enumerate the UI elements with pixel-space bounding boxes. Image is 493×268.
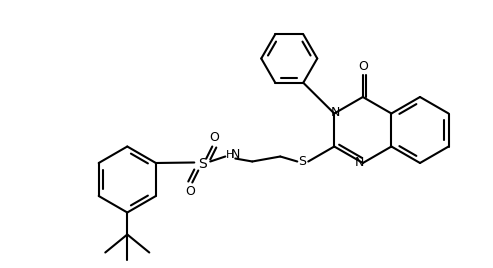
Text: O: O — [358, 61, 368, 73]
Text: N: N — [331, 106, 340, 119]
Text: O: O — [210, 131, 219, 144]
Text: N: N — [231, 148, 240, 161]
Text: S: S — [298, 155, 306, 168]
Text: S: S — [198, 158, 207, 172]
Text: O: O — [185, 185, 195, 198]
Text: H: H — [226, 150, 235, 159]
Text: N: N — [355, 155, 364, 169]
